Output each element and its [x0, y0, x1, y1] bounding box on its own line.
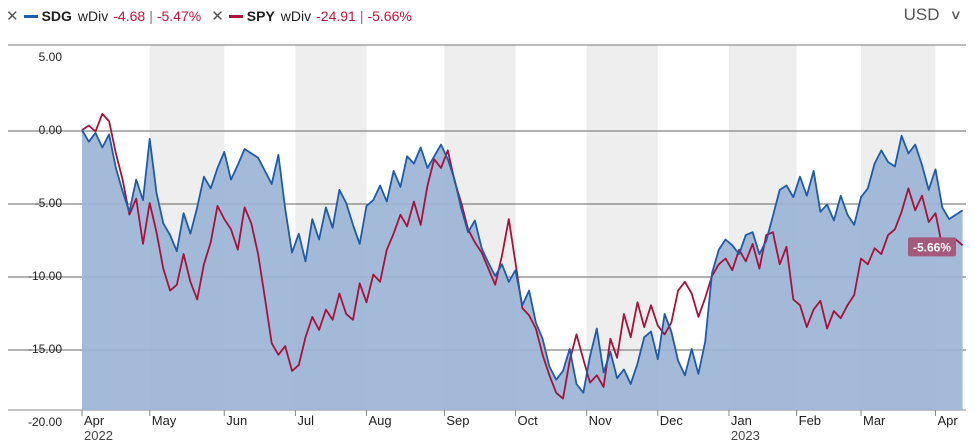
x-tick-label: Aug — [369, 413, 392, 428]
x-tick-label: Feb — [799, 413, 821, 428]
y-tick-label: 0.00 — [39, 123, 63, 137]
currency-label: USD — [903, 5, 940, 24]
x-tick-label: Sep — [446, 413, 469, 428]
legend-separator: | — [359, 8, 364, 24]
x-tick-label: Mar — [863, 413, 886, 428]
y-tick-label: -5.00 — [35, 196, 63, 210]
legend-value-sdg: -4.68 — [113, 8, 146, 24]
end-value-label: -5.66% — [913, 240, 951, 254]
y-tick-label: -10.00 — [28, 269, 62, 283]
legend-item-spy: ✕ SPY wDiv -24.91 | -5.66% — [211, 8, 412, 24]
series-lines — [81, 113, 964, 400]
chevron-down-icon: ∨ — [950, 7, 963, 22]
currency-dropdown[interactable]: USD ∨ — [903, 5, 963, 25]
x-tick-year-label: 2023 — [731, 428, 760, 443]
x-tick-label: Jan — [731, 413, 752, 428]
legend-separator: | — [149, 8, 153, 24]
remove-series-spy-close-icon[interactable]: ✕ — [211, 7, 224, 25]
legend-swatch-sdg — [23, 14, 38, 18]
x-tick-label: Dec — [660, 413, 684, 428]
legend-sub-spy: wDiv — [280, 8, 312, 24]
x-tick-label: Oct — [518, 413, 539, 428]
x-tick-label: Apr — [938, 413, 959, 428]
remove-series-sdg-close-icon[interactable]: ✕ — [6, 7, 19, 25]
legend-value-spy: -24.91 — [316, 8, 356, 24]
legend-ticker-sdg[interactable]: SDG — [41, 8, 72, 24]
end-label: -5.66% — [908, 237, 956, 257]
spy-line — [81, 113, 964, 400]
area-fill — [82, 130, 963, 410]
end-value-badge — [908, 237, 956, 257]
legend-pct-spy: -5.66% — [367, 8, 412, 24]
x-tick-year-label: 2022 — [84, 428, 113, 443]
x-tick-label: Jul — [297, 413, 314, 428]
legend-sub-sdg: wDiv — [77, 8, 109, 24]
y-tick-label: -15.00 — [28, 342, 62, 356]
x-tick-label: Apr — [84, 413, 105, 428]
y-tick-label: -20.00 — [28, 415, 62, 429]
legend-item-sdg: ✕ SDG wDiv -4.68 | -5.47% — [6, 8, 201, 24]
y-tick-label: 5.00 — [39, 50, 63, 64]
legend-ticker-spy[interactable]: SPY — [246, 8, 275, 24]
legend: ✕ SDG wDiv -4.68 | -5.47% ✕ SPY wDiv -24… — [6, 6, 422, 26]
legend-pct-sdg: -5.47% — [156, 8, 202, 24]
y-axis-ticks: 5.00 0.00 -5.00 -10.00 -15.00 -20.00 — [28, 50, 62, 429]
sdg-area — [82, 130, 963, 410]
sdg-line — [81, 129, 964, 394]
x-tick-label: May — [152, 413, 177, 428]
x-tick-label: Jun — [226, 413, 247, 428]
legend-swatch-spy — [228, 14, 243, 18]
x-tick-label: Nov — [589, 413, 613, 428]
